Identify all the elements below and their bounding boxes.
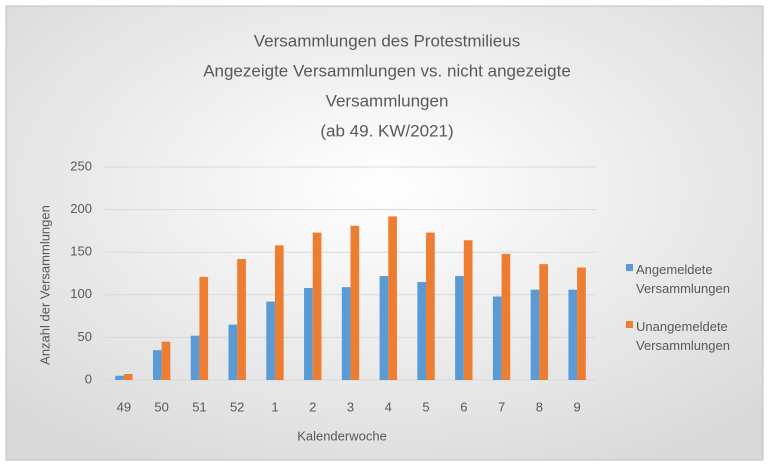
bar [304, 287, 313, 380]
bar [199, 276, 209, 380]
bar [417, 282, 427, 380]
bar [530, 289, 540, 380]
legend-label: Angemeldete Versammlungen [636, 262, 730, 296]
bar [190, 335, 200, 380]
x-tick-label: 8 [536, 399, 543, 414]
bar [341, 287, 351, 380]
chart-title: Versammlungen [326, 91, 449, 110]
y-axis-label: Anzahl der Versammlungen [37, 205, 52, 365]
bar [350, 225, 360, 380]
bar [115, 375, 124, 380]
bar [501, 253, 511, 380]
x-tick-label: 2 [309, 399, 316, 414]
x-tick-label: 52 [230, 399, 244, 414]
bar [426, 232, 435, 380]
legend-swatch [626, 321, 633, 328]
y-tick-label: 0 [85, 371, 92, 386]
x-tick-label: 4 [385, 399, 392, 414]
bar [492, 296, 502, 380]
bar [568, 289, 578, 380]
bar [274, 245, 284, 380]
x-tick-label: 7 [498, 399, 505, 414]
chart-title: Angezeigte Versammlungen vs. nicht angez… [203, 61, 571, 80]
bar [388, 216, 397, 380]
bar [463, 240, 473, 380]
y-tick-label: 100 [70, 286, 92, 301]
bar [123, 374, 133, 380]
bar [379, 276, 389, 380]
bar [228, 324, 238, 380]
x-tick-label: 3 [347, 399, 354, 414]
chart-title: Versammlungen des Protestmilieus [254, 31, 520, 50]
x-tick-label: 51 [192, 399, 206, 414]
bar [237, 259, 246, 380]
bar [161, 341, 171, 380]
y-tick-label: 50 [78, 329, 92, 344]
chart-background [5, 5, 764, 461]
legend-label: Unangemeldete Versammlungen [636, 319, 730, 353]
x-tick-label: 50 [154, 399, 168, 414]
chart-title: (ab 49. KW/2021) [320, 121, 453, 140]
y-tick-label: 150 [70, 244, 92, 259]
bar [312, 232, 322, 380]
x-tick-label: 6 [460, 399, 467, 414]
x-tick-label: 49 [117, 399, 131, 414]
bar [266, 301, 275, 380]
x-tick-label: 1 [271, 399, 278, 414]
x-axis-label: Kalenderwoche [297, 428, 387, 443]
bar [152, 350, 162, 380]
x-tick-label: 5 [422, 399, 429, 414]
y-tick-label: 200 [70, 201, 92, 216]
legend-swatch [626, 264, 633, 271]
x-tick-label: 9 [573, 399, 580, 414]
bar [577, 267, 586, 380]
y-tick-label: 250 [70, 158, 92, 173]
bar [455, 276, 464, 380]
bar [539, 264, 549, 380]
